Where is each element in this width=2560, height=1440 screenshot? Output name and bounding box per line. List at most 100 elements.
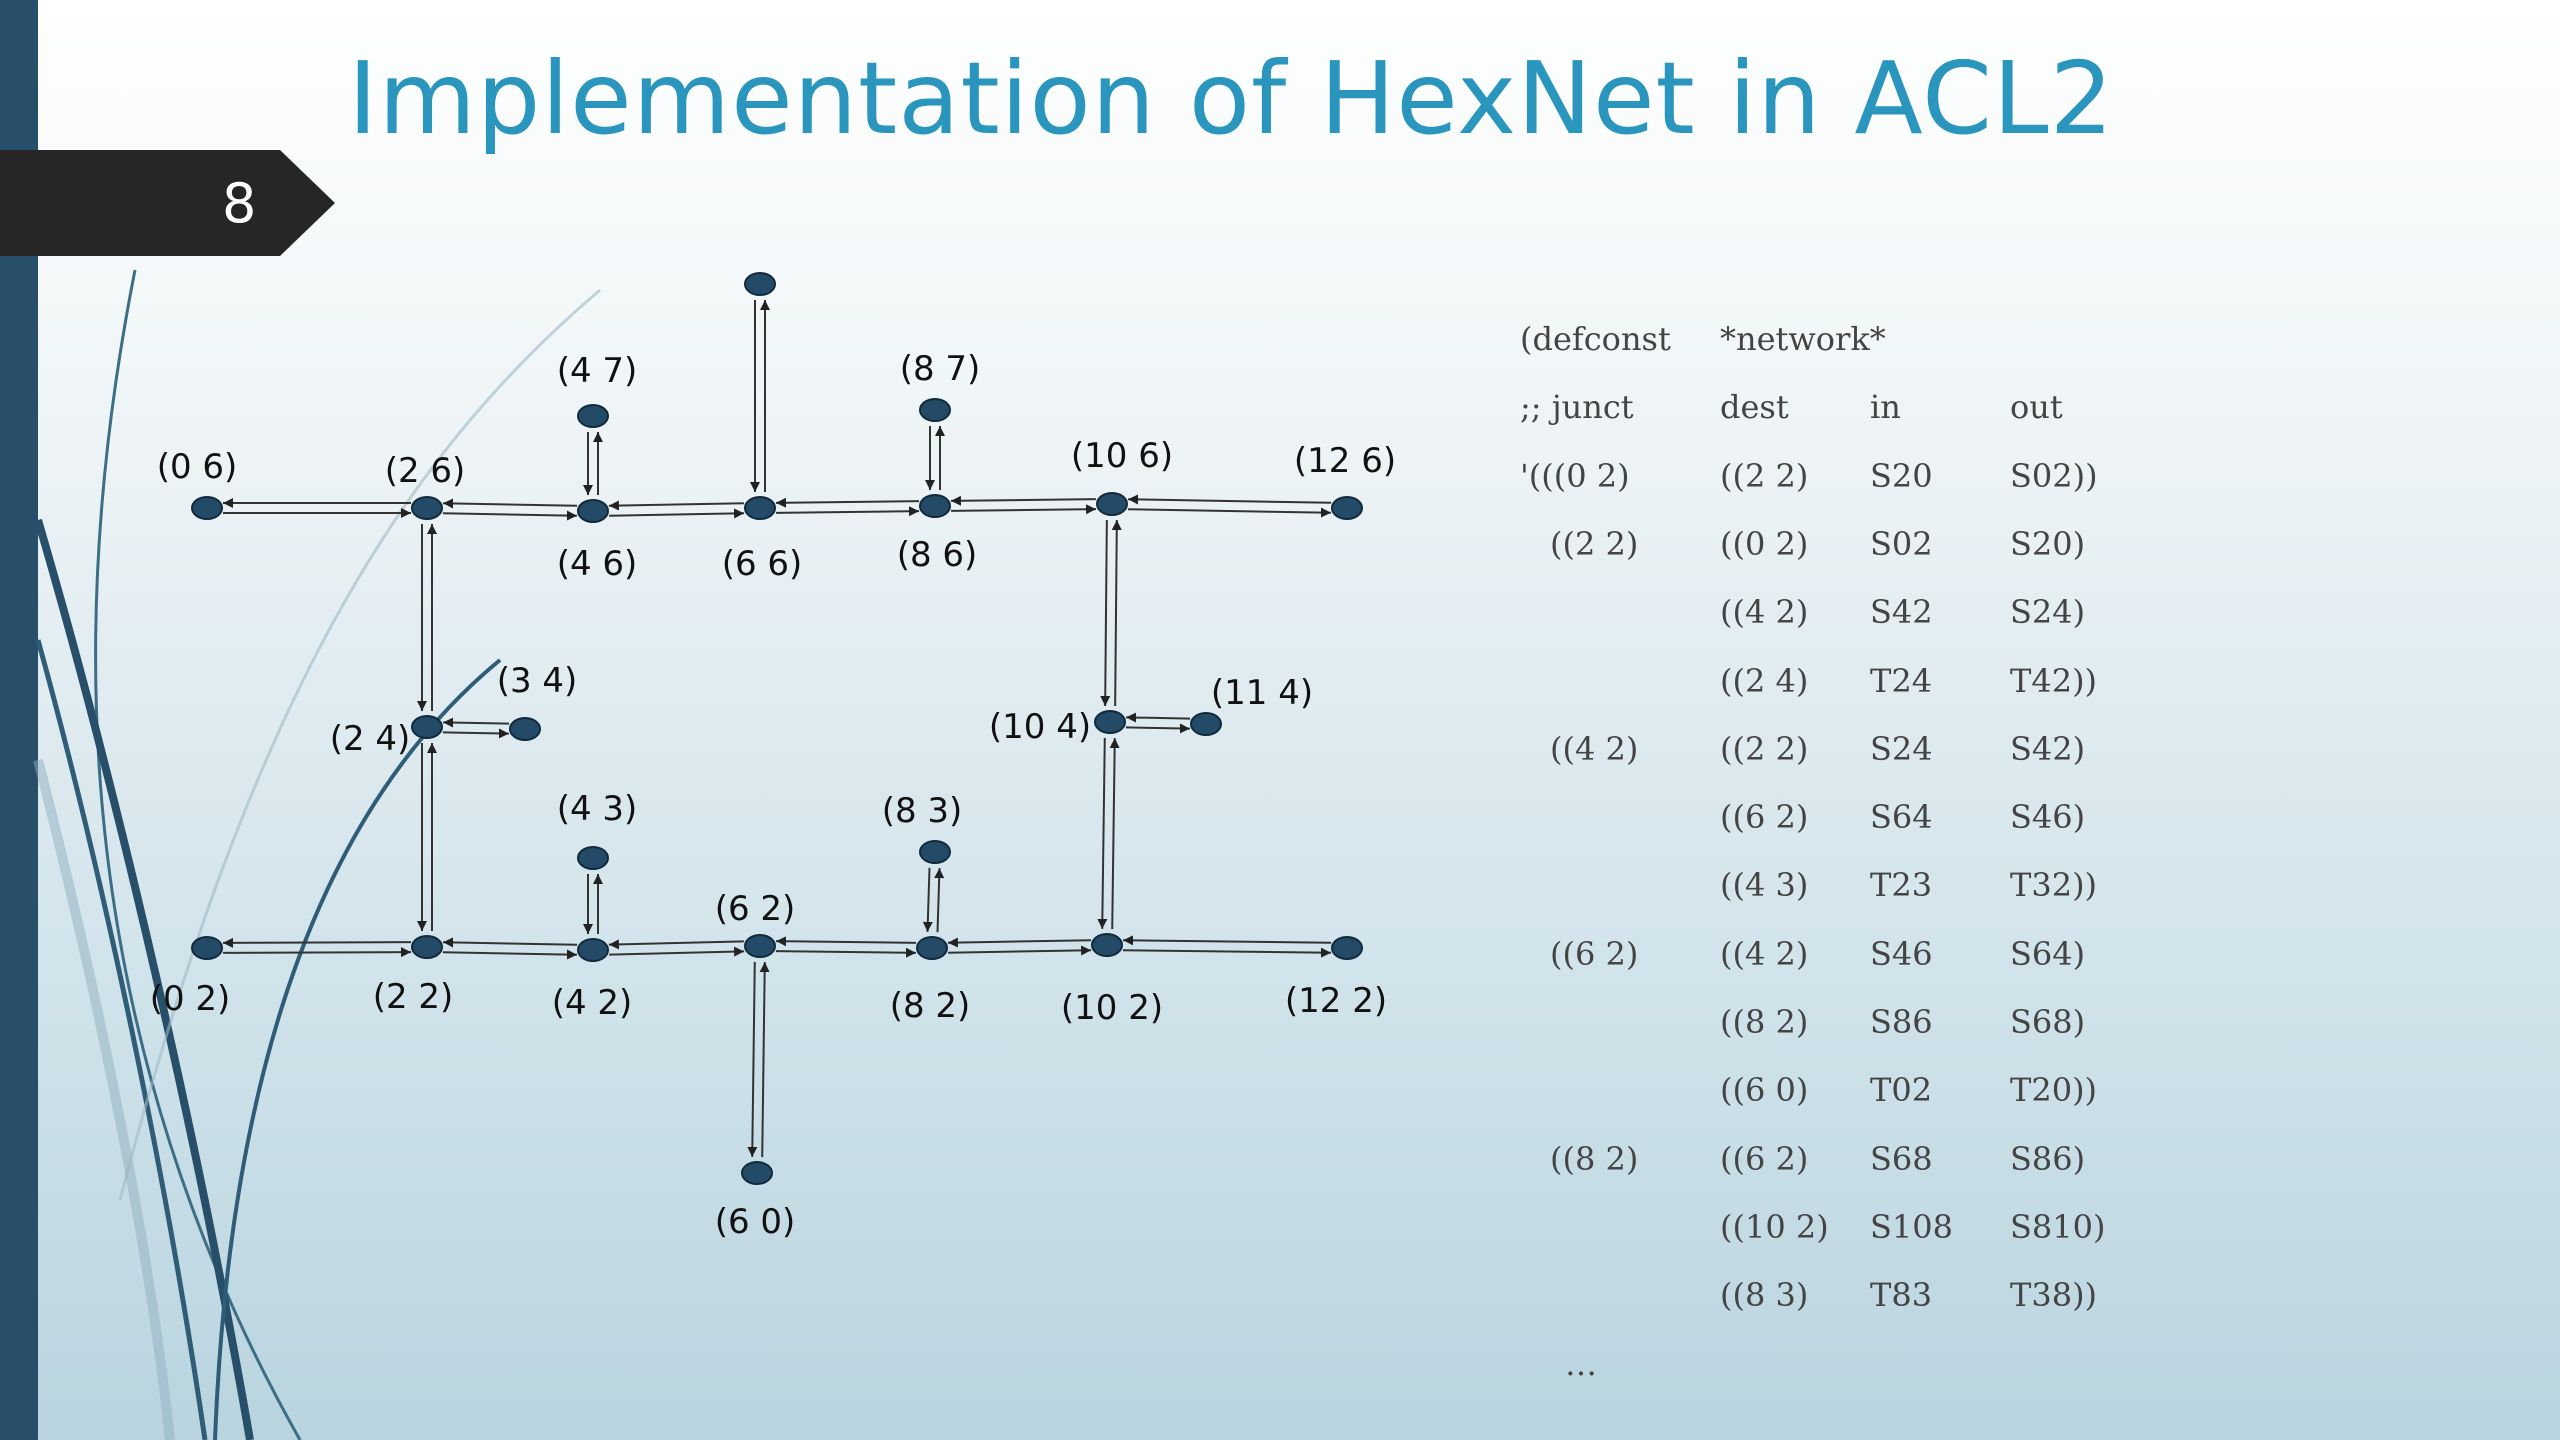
code-in: in: [1870, 388, 1901, 427]
code-out: T42)): [2010, 661, 2098, 700]
node-label-n82: (8 2): [890, 986, 971, 1026]
code-in: S02: [1870, 524, 1933, 563]
code-junct: ((2 2): [1550, 524, 1639, 563]
code-dest: ((10 2): [1720, 1207, 1829, 1246]
node-n06: [191, 496, 223, 520]
node-n104: [1094, 710, 1126, 734]
code-in: S42: [1870, 593, 1933, 632]
node-n47: [577, 404, 609, 428]
code-out: T32)): [2010, 866, 2098, 905]
node-label-n43: (4 3): [557, 789, 638, 829]
slide-number-tab: [0, 150, 335, 256]
code-out: S86): [2010, 1139, 2086, 1178]
code-out: S46): [2010, 798, 2086, 837]
node-label-n106: (10 6): [1071, 436, 1173, 476]
code-junct: ;; junct: [1520, 388, 1634, 427]
edge-arrow-n60-n62: [759, 962, 770, 1158]
code-out: S02)): [2010, 456, 2098, 495]
edge-arrow-n46-n26: [443, 498, 578, 509]
code-in: S108: [1870, 1207, 1953, 1246]
edge-arrow-n34-n24: [443, 717, 510, 728]
edge-arrow-n126-n106: [1128, 494, 1332, 505]
code-junct: ((4 2): [1550, 729, 1639, 768]
edge-arrow-n62-n60: [747, 961, 758, 1157]
code-dest: ((6 0): [1720, 1071, 1809, 1110]
code-dest: ((8 2): [1720, 1003, 1809, 1041]
node-n106: [1096, 492, 1128, 516]
edge-arrow-n42-n22: [443, 937, 578, 948]
edge-arrow-n82-n102: [948, 945, 1092, 956]
edge-arrow-n104-n106: [1111, 520, 1122, 707]
code-in: S86: [1870, 1003, 1933, 1041]
node-n42: [577, 938, 609, 962]
node-label-n24: (2 4): [330, 719, 411, 759]
edge-arrow-n46-n66: [609, 508, 745, 519]
code-out: T38)): [2010, 1276, 2098, 1315]
edge-arrow-n02-n22: [223, 947, 412, 958]
node-label-n104: (10 4): [989, 707, 1091, 747]
code-out: S24): [2010, 593, 2086, 632]
code-dest: ((6 2): [1720, 1139, 1809, 1178]
code-junct: ((6 2): [1550, 934, 1639, 973]
node-n62: [744, 934, 776, 958]
code-in: T02: [1870, 1071, 1933, 1110]
node-label-n06: (0 6): [157, 447, 238, 487]
code-dest: ((4 3): [1720, 866, 1809, 905]
node-label-n62: (6 2): [715, 889, 796, 929]
node-label-n66: (6 6): [722, 544, 803, 584]
node-label-n47: (4 7): [557, 351, 638, 391]
code-dest: ((4 2): [1720, 934, 1809, 973]
code-in: T83: [1870, 1276, 1933, 1315]
edge-arrow-n62-n42: [608, 939, 744, 950]
node-label-n83: (8 3): [882, 791, 963, 831]
node-n102: [1091, 933, 1123, 957]
edge-arrow-n104-n102: [1097, 737, 1108, 929]
edge-arrow-n86-n66: [775, 497, 919, 508]
edge-arrow-n82-n83: [934, 868, 945, 933]
code-dest: ((2 2): [1720, 729, 1809, 768]
code-dest: ((0 2): [1720, 524, 1809, 563]
edge-arrow-n86-n106: [951, 504, 1097, 515]
edge-arrow-n83-n82: [922, 867, 933, 932]
node-label-n26: (2 6): [385, 451, 466, 491]
edge-arrow-n102-n82: [947, 937, 1091, 948]
node-label-n22: (2 2): [373, 977, 454, 1017]
node-n67: [744, 272, 776, 296]
code-out: out: [2010, 388, 2063, 427]
code-junct: '(((0 2): [1520, 456, 1630, 495]
node-n02: [191, 936, 223, 960]
edge-arrow-n114-n104: [1126, 712, 1191, 723]
edge-arrow-n66-n46: [608, 500, 744, 511]
code-dest: ((4 2): [1720, 593, 1809, 632]
code-dest: ((6 2): [1720, 798, 1809, 837]
code-out: S42): [2010, 729, 2086, 768]
node-n86: [919, 494, 951, 518]
node-n114: [1190, 712, 1222, 736]
code-in: S46: [1870, 934, 1933, 973]
edge-arrow-n102-n122: [1122, 947, 1331, 958]
node-label-n46: (4 6): [557, 544, 638, 584]
code-dest: ((2 2): [1720, 456, 1809, 495]
code-dest: ((8 3): [1720, 1276, 1809, 1315]
node-n34: [509, 717, 541, 741]
code-out: T20)): [2010, 1071, 2098, 1110]
node-n66: [744, 496, 776, 520]
edge-arrow-n106-n86: [950, 495, 1096, 506]
edge-arrow-n106-n126: [1127, 507, 1331, 518]
node-label-n87: (8 7): [900, 349, 981, 389]
edge-arrow-n104-n114: [1125, 723, 1190, 734]
node-n22: [411, 935, 443, 959]
node-label-n60: (6 0): [715, 1202, 796, 1242]
code-in: S24: [1870, 729, 1933, 768]
slide-number: 8: [222, 172, 257, 235]
node-n60: [741, 1161, 773, 1185]
code-in: T24: [1870, 661, 1933, 700]
node-n126: [1331, 496, 1363, 520]
edge-arrow-n66-n86: [776, 506, 920, 517]
code-out: S64): [2010, 934, 2086, 973]
code-dest: dest: [1720, 388, 1789, 427]
code-in: S64: [1870, 798, 1933, 837]
node-n46: [577, 499, 609, 523]
edge-arrow-n106-n104: [1100, 519, 1111, 706]
